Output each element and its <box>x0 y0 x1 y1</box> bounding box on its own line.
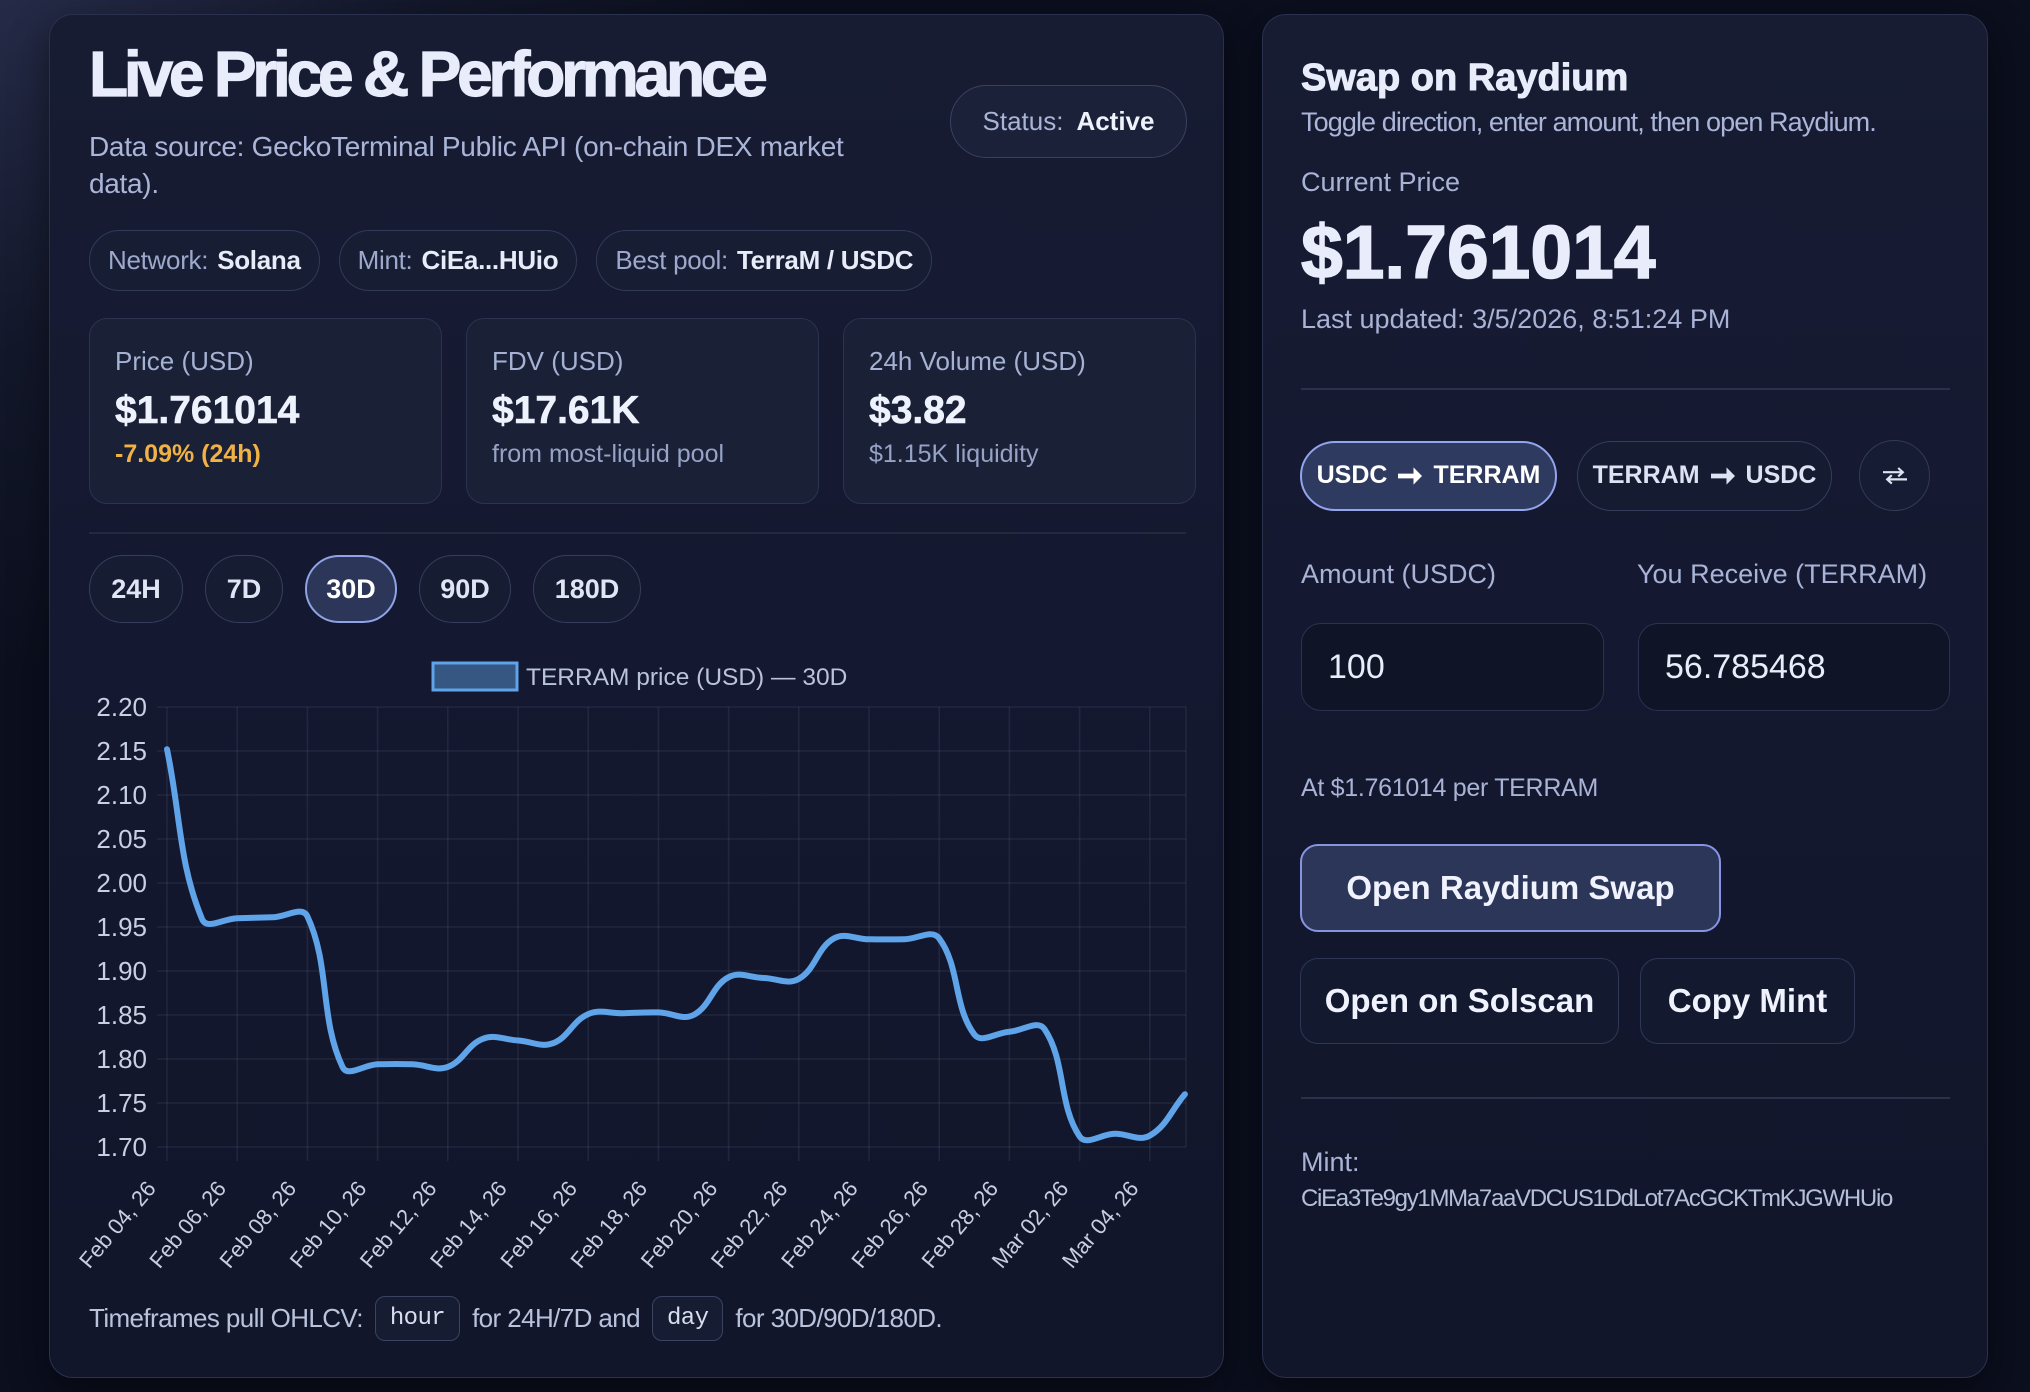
svg-text:1.80: 1.80 <box>96 1044 147 1074</box>
svg-text:2.20: 2.20 <box>96 692 147 722</box>
svg-text:2.05: 2.05 <box>96 824 147 854</box>
svg-text:1.85: 1.85 <box>96 1000 147 1030</box>
svg-text:1.95: 1.95 <box>96 912 147 942</box>
svg-text:2.10: 2.10 <box>96 780 147 810</box>
svg-text:2.15: 2.15 <box>96 736 147 766</box>
svg-text:1.75: 1.75 <box>96 1088 147 1118</box>
svg-text:2.00: 2.00 <box>96 868 147 898</box>
svg-text:TERRAM price (USD) — 30D: TERRAM price (USD) — 30D <box>526 664 847 691</box>
svg-text:1.70: 1.70 <box>96 1132 147 1162</box>
svg-text:1.90: 1.90 <box>96 956 147 986</box>
